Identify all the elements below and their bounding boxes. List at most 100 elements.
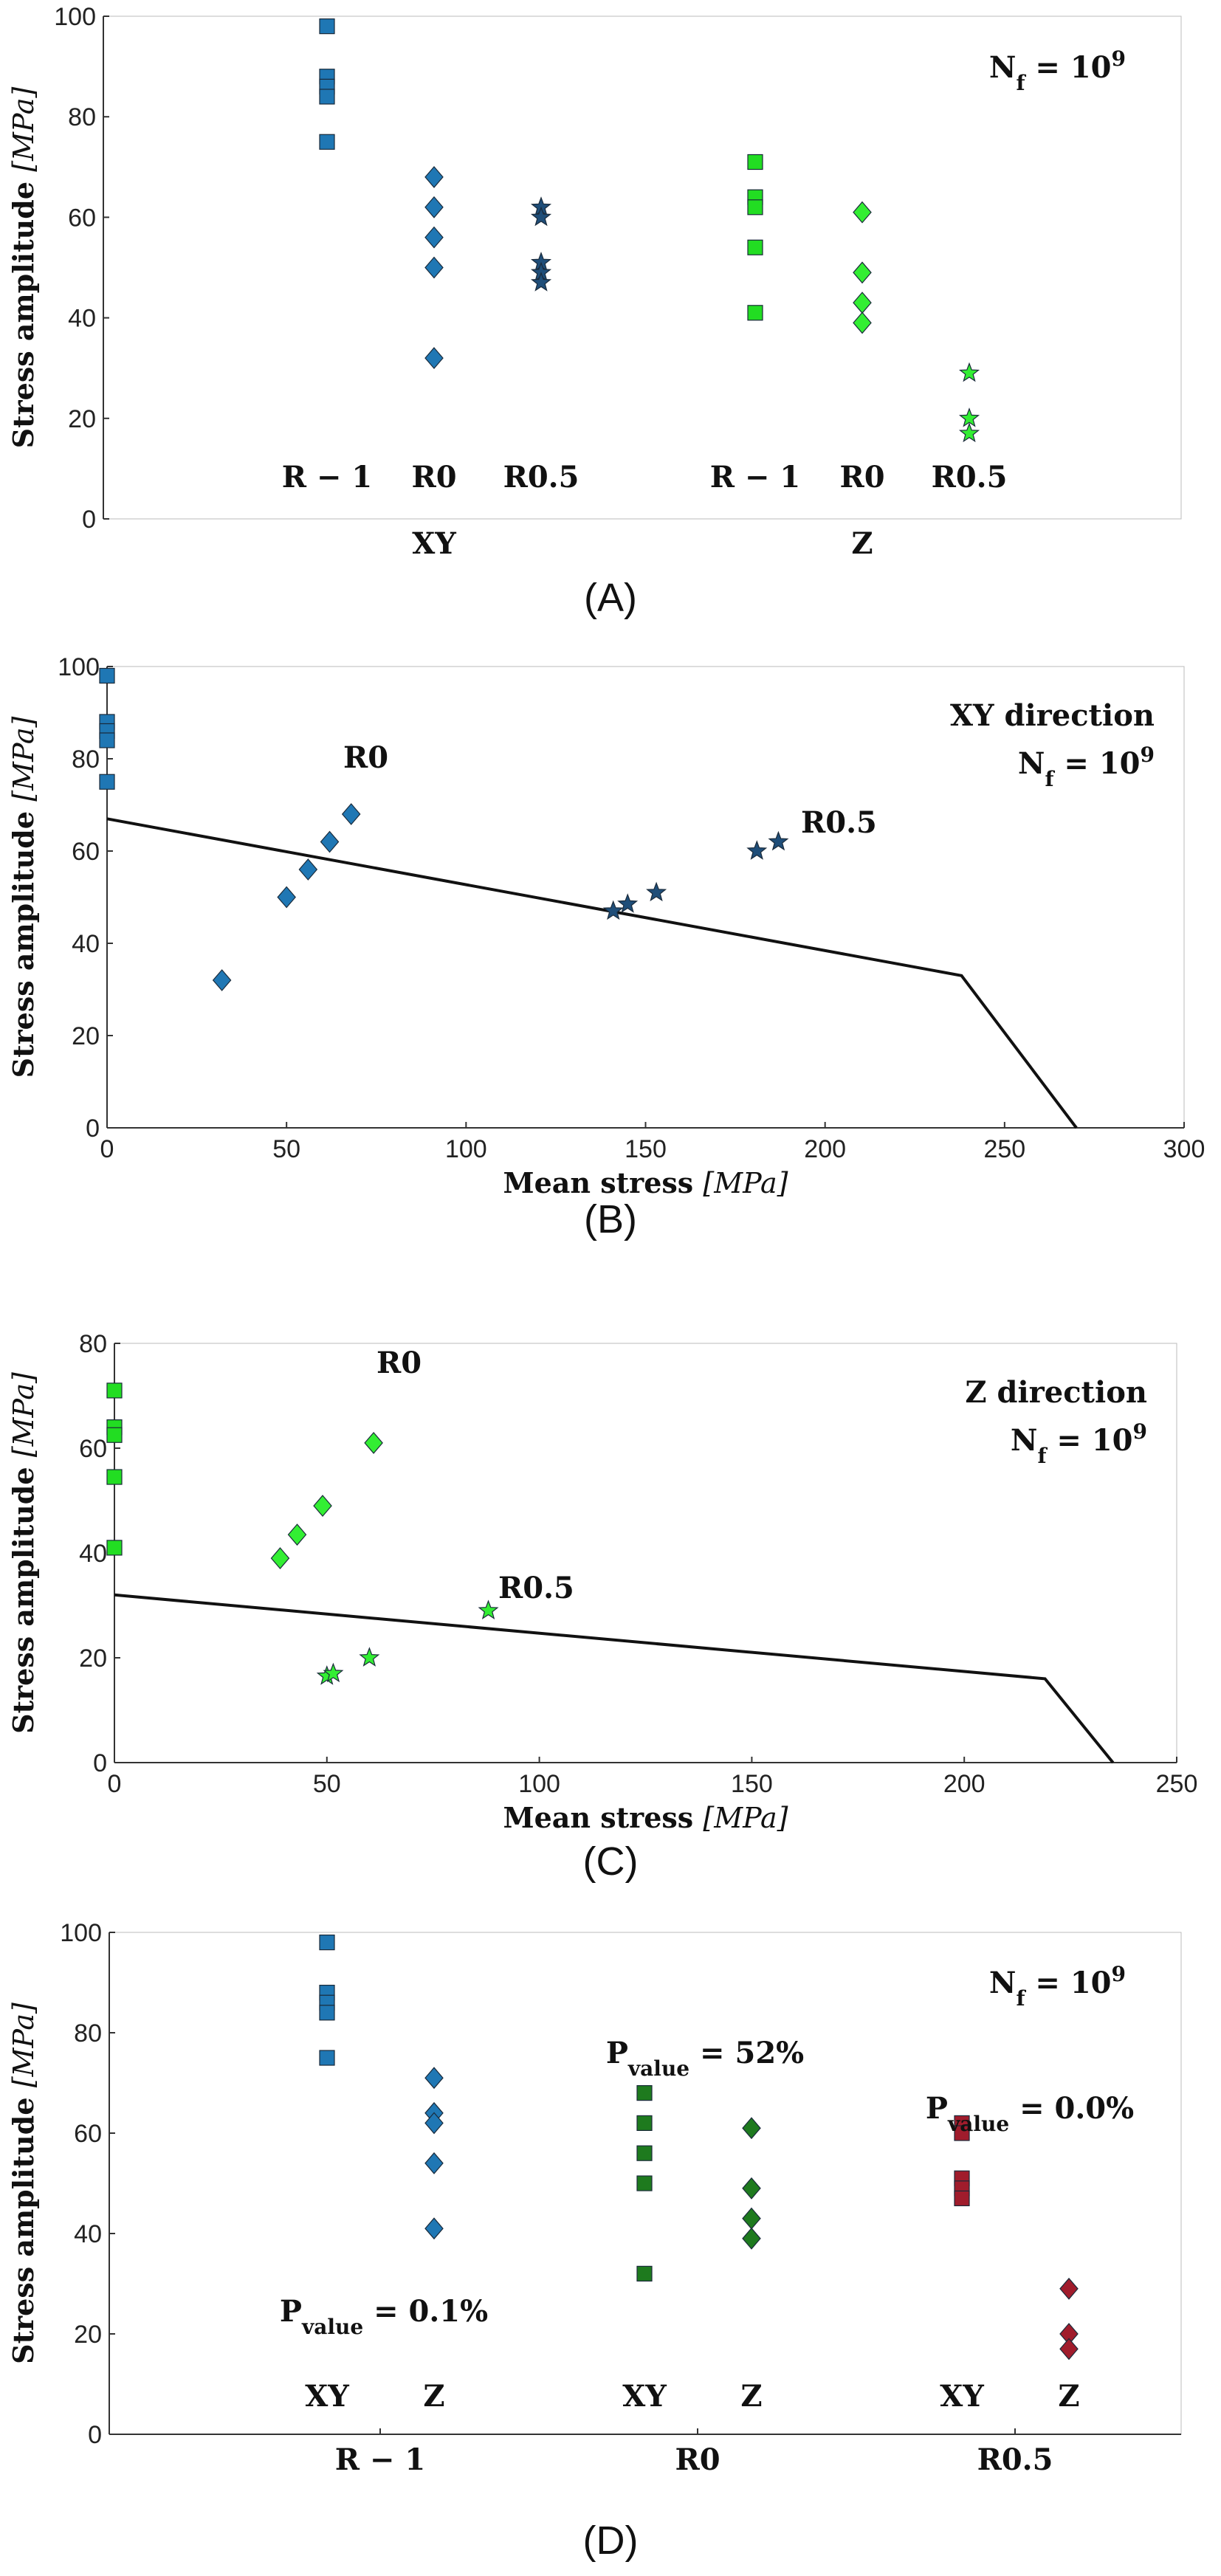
data-point-diamond bbox=[277, 886, 296, 909]
data-point-diamond bbox=[341, 803, 361, 825]
data-point-diamond bbox=[424, 165, 444, 188]
series-label: R0.5 bbox=[503, 460, 579, 495]
series-label: R0 bbox=[839, 460, 884, 495]
data-point-square bbox=[636, 2175, 653, 2191]
y-tick-label: 0 bbox=[82, 506, 96, 534]
data-point-square bbox=[99, 774, 115, 790]
data-point-square bbox=[747, 154, 763, 171]
data-point-square bbox=[319, 134, 335, 150]
group-label-xy: XY bbox=[412, 526, 456, 561]
data-point-star bbox=[958, 407, 980, 427]
y-tick-label: 0 bbox=[88, 2421, 102, 2449]
y-tick-label: 40 bbox=[68, 305, 96, 333]
data-point-square bbox=[106, 1427, 123, 1443]
data-point-square bbox=[954, 2125, 970, 2141]
pvalue-annotation: Pvalue = 52% bbox=[606, 2036, 804, 2081]
data-point-star bbox=[530, 206, 552, 227]
x-axis-title: Mean stress [MPa] bbox=[503, 1801, 788, 1834]
data-point-diamond bbox=[298, 858, 318, 881]
data-point-square bbox=[99, 732, 115, 748]
x-tick-label: 100 bbox=[445, 1135, 487, 1163]
data-point-star bbox=[958, 362, 980, 382]
nf-annotation: Nf = 109 bbox=[1011, 1419, 1147, 1468]
nf-annotation: Nf = 109 bbox=[1018, 743, 1155, 791]
y-axis-title: Stress amplitude [MPa] bbox=[7, 1372, 40, 1734]
data-point-diamond bbox=[287, 1523, 307, 1546]
group-label: R − 1 bbox=[335, 2442, 425, 2477]
data-point-diamond bbox=[742, 2117, 761, 2140]
data-point-diamond bbox=[853, 292, 872, 314]
data-point-square bbox=[319, 1935, 335, 1951]
panel-caption: (C) bbox=[583, 1839, 639, 1884]
data-point-square bbox=[747, 305, 763, 321]
criterion-line bbox=[114, 1593, 1115, 1764]
data-point-square bbox=[636, 2265, 653, 2281]
series-label: R0 bbox=[411, 460, 456, 495]
panel-caption: (B) bbox=[584, 1197, 637, 1241]
x-axis-title: Mean stress [MPa] bbox=[503, 1166, 788, 1199]
data-point-diamond bbox=[424, 2152, 444, 2174]
x-tick-label: 300 bbox=[1163, 1135, 1205, 1163]
y-axis-title: Stress amplitude [MPa] bbox=[7, 716, 40, 1078]
data-point-star bbox=[958, 422, 980, 443]
data-point-square bbox=[106, 1469, 123, 1485]
y-tick-label: 40 bbox=[72, 930, 100, 958]
y-axis-title: Stress amplitude [MPa] bbox=[7, 86, 40, 448]
data-point-diamond bbox=[742, 2207, 761, 2230]
series-label: R − 1 bbox=[282, 460, 372, 495]
sub-label-z: Z bbox=[740, 2379, 762, 2414]
data-point-diamond bbox=[270, 1547, 290, 1570]
data-point-star bbox=[768, 830, 789, 851]
y-tick-label: 60 bbox=[72, 838, 100, 866]
y-tick-label: 0 bbox=[86, 1115, 100, 1143]
data-point-diamond bbox=[364, 1431, 383, 1454]
series-label: R0.5 bbox=[932, 460, 1008, 495]
sub-label-xy: XY bbox=[622, 2379, 667, 2414]
x-tick-label: 250 bbox=[1156, 1770, 1198, 1798]
data-point-diamond bbox=[424, 2217, 444, 2240]
y-tick-label: 0 bbox=[93, 1749, 107, 1777]
data-point-diamond bbox=[424, 347, 444, 370]
series-label: R − 1 bbox=[710, 460, 800, 495]
data-point-diamond bbox=[1059, 2277, 1079, 2300]
data-point-diamond bbox=[212, 969, 232, 991]
sub-label-xy: XY bbox=[940, 2379, 984, 2414]
y-tick-label: 20 bbox=[74, 2321, 102, 2349]
data-point-diamond bbox=[424, 196, 444, 218]
sub-label-xy: XY bbox=[305, 2379, 349, 2414]
data-point-diamond bbox=[320, 830, 340, 853]
y-tick-label: 20 bbox=[68, 405, 96, 433]
data-point-square bbox=[636, 2085, 653, 2101]
nf-annotation: Nf = 109 bbox=[989, 1962, 1126, 2011]
y-tick-label: 20 bbox=[72, 1022, 100, 1050]
x-tick-label: 200 bbox=[804, 1135, 846, 1163]
group-label-z: Z bbox=[851, 526, 873, 561]
data-point-star bbox=[530, 272, 552, 292]
y-tick-label: 100 bbox=[58, 653, 100, 681]
series-label: R0.5 bbox=[498, 1571, 574, 1605]
y-tick-label: 80 bbox=[68, 103, 96, 131]
x-tick-label: 250 bbox=[983, 1135, 1025, 1163]
y-tick-label: 40 bbox=[74, 2220, 102, 2248]
data-point-star bbox=[602, 900, 624, 920]
data-point-diamond bbox=[424, 2067, 444, 2090]
direction-annotation: Z direction bbox=[965, 1375, 1147, 1410]
series-label: R0.5 bbox=[801, 805, 877, 840]
x-tick-label: 0 bbox=[100, 1135, 114, 1163]
data-point-star bbox=[323, 1662, 344, 1683]
y-tick-label: 80 bbox=[72, 745, 100, 774]
pvalue-annotation: Pvalue = 0.1% bbox=[280, 2294, 488, 2339]
data-point-diamond bbox=[424, 2112, 444, 2135]
data-point-square bbox=[319, 2050, 335, 2066]
y-tick-label: 80 bbox=[74, 2019, 102, 2048]
data-point-diamond bbox=[1059, 2338, 1079, 2360]
data-point-diamond bbox=[853, 311, 872, 334]
data-point-square bbox=[319, 18, 335, 35]
y-tick-label: 20 bbox=[79, 1645, 107, 1673]
data-point-square bbox=[99, 667, 115, 684]
x-tick-label: 150 bbox=[625, 1135, 667, 1163]
x-tick-label: 100 bbox=[518, 1770, 560, 1798]
data-point-diamond bbox=[853, 261, 872, 284]
data-point-star bbox=[746, 840, 768, 860]
